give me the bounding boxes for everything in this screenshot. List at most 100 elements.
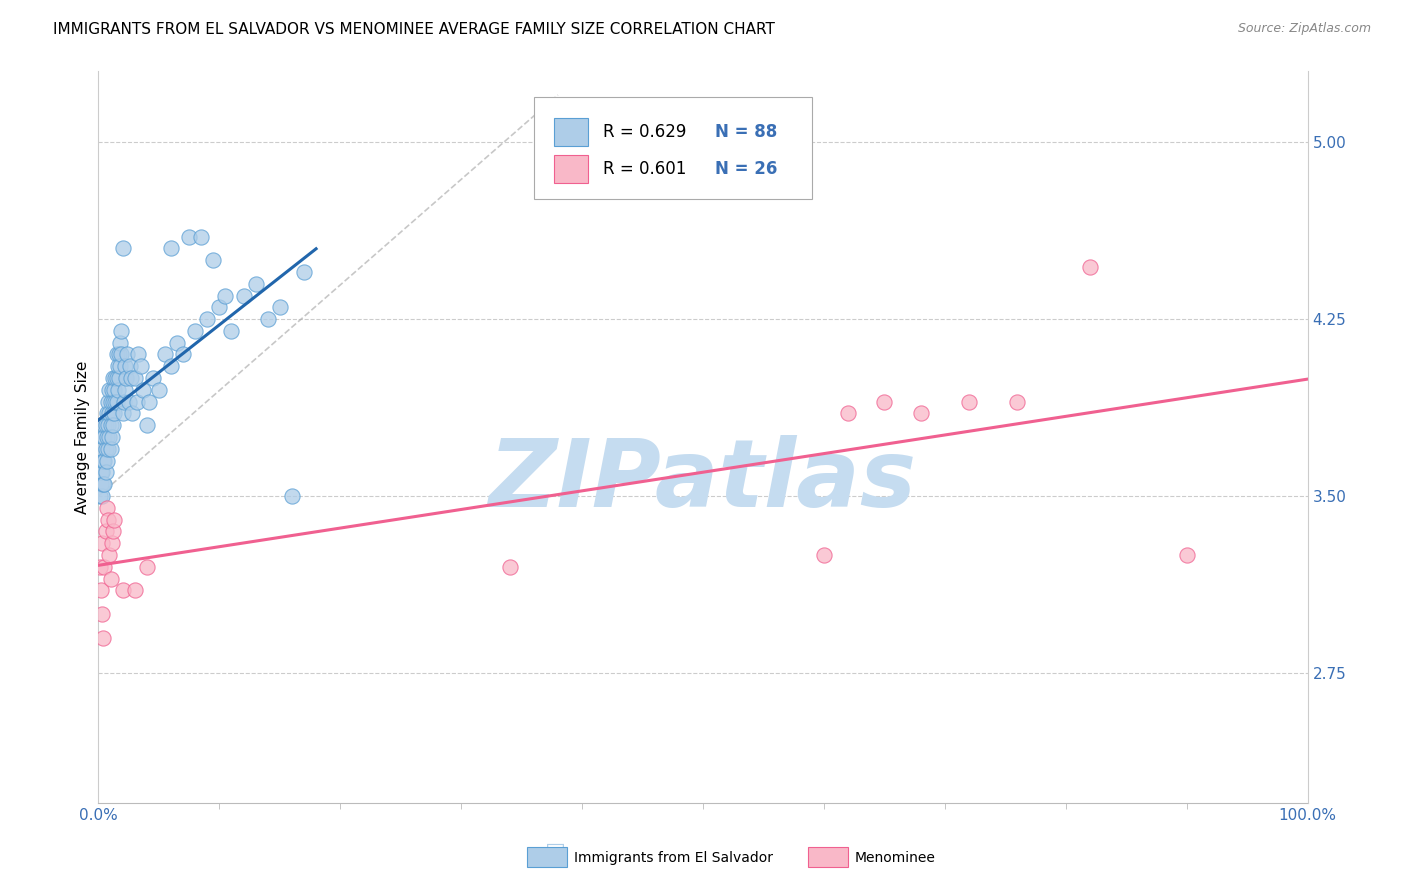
Point — [110, 324, 132, 338]
Text: Menominee: Menominee — [855, 851, 936, 865]
Point — [292, 265, 315, 279]
Point — [108, 347, 131, 361]
Point — [91, 631, 114, 645]
Point — [114, 359, 136, 374]
Point — [90, 477, 112, 491]
Point — [138, 394, 160, 409]
Point — [153, 347, 176, 361]
Point — [103, 407, 125, 421]
Text: □: □ — [546, 842, 565, 862]
Point — [256, 312, 278, 326]
Point — [111, 241, 134, 255]
Point — [873, 394, 896, 409]
Point — [98, 430, 121, 444]
Y-axis label: Average Family Size: Average Family Size — [75, 360, 90, 514]
Point — [91, 453, 114, 467]
Point — [90, 583, 112, 598]
Point — [98, 407, 121, 421]
Point — [100, 407, 122, 421]
Point — [96, 453, 118, 467]
Point — [172, 347, 194, 361]
Point — [89, 559, 111, 574]
Point — [101, 418, 124, 433]
Point — [100, 430, 122, 444]
Point — [837, 407, 859, 421]
Point — [91, 489, 114, 503]
Point — [105, 347, 128, 361]
Point — [107, 383, 129, 397]
Text: R = 0.601: R = 0.601 — [603, 160, 686, 178]
Point — [93, 477, 115, 491]
Text: Immigrants from El Salvador: Immigrants from El Salvador — [574, 851, 773, 865]
Text: R = 0.629: R = 0.629 — [603, 123, 686, 141]
Point — [1007, 394, 1029, 409]
Text: IMMIGRANTS FROM EL SALVADOR VS MENOMINEE AVERAGE FAMILY SIZE CORRELATION CHART: IMMIGRANTS FROM EL SALVADOR VS MENOMINEE… — [53, 22, 775, 37]
Point — [160, 359, 183, 374]
Point — [135, 559, 157, 574]
Point — [245, 277, 267, 291]
Point — [91, 536, 114, 550]
Point — [124, 371, 146, 385]
Point — [94, 418, 117, 433]
Point — [1175, 548, 1198, 562]
Point — [108, 335, 131, 350]
Point — [117, 347, 139, 361]
Point — [115, 371, 138, 385]
Point — [214, 288, 236, 302]
Point — [111, 583, 134, 598]
Point — [132, 383, 155, 397]
Point — [96, 407, 118, 421]
Point — [110, 347, 132, 361]
Point — [96, 500, 118, 515]
Point — [202, 253, 225, 268]
Point — [91, 477, 114, 491]
Point — [100, 418, 122, 433]
Text: N = 26: N = 26 — [716, 160, 778, 178]
Point — [108, 371, 131, 385]
Point — [94, 524, 117, 539]
Point — [118, 394, 141, 409]
Point — [208, 301, 231, 315]
Point — [190, 229, 212, 244]
Point — [148, 383, 170, 397]
Point — [100, 394, 122, 409]
Point — [118, 359, 141, 374]
Point — [100, 536, 122, 550]
Bar — [554, 118, 588, 146]
Point — [101, 394, 124, 409]
Point — [127, 347, 149, 361]
Point — [108, 359, 131, 374]
Point — [89, 489, 111, 503]
Point — [97, 513, 120, 527]
Point — [105, 394, 128, 409]
Point — [101, 371, 124, 385]
Point — [98, 383, 121, 397]
Point — [135, 418, 157, 433]
Point — [94, 466, 117, 480]
Point — [98, 548, 121, 562]
Point — [121, 407, 143, 421]
Point — [93, 559, 115, 574]
FancyBboxPatch shape — [534, 97, 811, 200]
Point — [195, 312, 218, 326]
Point — [114, 383, 136, 397]
Point — [96, 430, 118, 444]
Bar — [554, 154, 588, 183]
Point — [93, 453, 115, 467]
Point — [101, 524, 124, 539]
Point — [142, 371, 165, 385]
Point — [93, 430, 115, 444]
Point — [93, 418, 115, 433]
Point — [498, 559, 520, 574]
Point — [910, 407, 932, 421]
Point — [127, 394, 149, 409]
Point — [813, 548, 835, 562]
Text: Source: ZipAtlas.com: Source: ZipAtlas.com — [1237, 22, 1371, 36]
Point — [184, 324, 207, 338]
Point — [97, 418, 120, 433]
Point — [179, 229, 201, 244]
Point — [111, 407, 134, 421]
Point — [91, 430, 114, 444]
Point — [103, 383, 125, 397]
Point — [957, 394, 980, 409]
